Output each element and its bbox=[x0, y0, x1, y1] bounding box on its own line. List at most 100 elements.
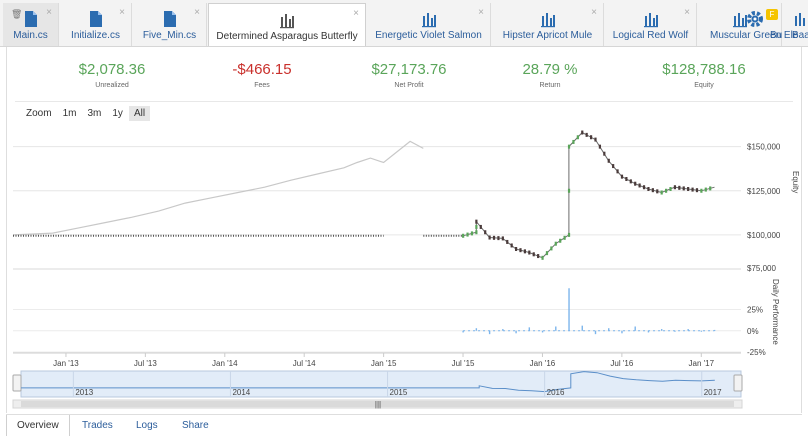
performance-bar bbox=[700, 330, 703, 332]
navigator-label: 2016 bbox=[547, 388, 565, 397]
stat-label: Net Profit bbox=[394, 82, 424, 89]
tab-logical-red-wolf[interactable]: Logical Red Wolf × bbox=[605, 3, 697, 46]
tab-logs[interactable]: Logs bbox=[136, 420, 158, 431]
performance-bar bbox=[621, 330, 623, 334]
zoom-label: Zoom bbox=[26, 108, 52, 119]
candle bbox=[537, 254, 540, 259]
close-icon[interactable]: × bbox=[353, 8, 359, 19]
x-tick-label: Jan '14 bbox=[212, 359, 238, 368]
bottom-tab-bar: Overview Trades Logs Share bbox=[6, 414, 802, 436]
y-tick-label: $75,000 bbox=[747, 264, 776, 273]
performance-bar bbox=[568, 288, 570, 331]
performance-bar bbox=[647, 330, 650, 333]
candle bbox=[664, 188, 668, 193]
close-icon[interactable]: × bbox=[194, 7, 200, 18]
candle bbox=[462, 233, 465, 238]
performance-bar bbox=[462, 330, 464, 333]
chart-grid bbox=[13, 146, 741, 353]
stat-value: $128,788.16 bbox=[662, 61, 746, 78]
candle bbox=[691, 187, 694, 192]
tab-baa[interactable]: Baa bbox=[790, 3, 808, 46]
navigator-handle-left bbox=[12, 374, 22, 392]
candle bbox=[576, 135, 579, 140]
navigator-label: 2014 bbox=[232, 388, 250, 397]
tab-five-min-cs[interactable]: Five_Min.cs × bbox=[133, 3, 207, 46]
y-tick-label: -25% bbox=[747, 348, 766, 357]
zoom-3m-button[interactable]: 3m bbox=[87, 108, 102, 119]
candle bbox=[638, 183, 641, 188]
candle bbox=[603, 151, 606, 156]
candle bbox=[554, 241, 557, 246]
stat-net-profit: $27,173.76 Net Profit bbox=[344, 61, 474, 89]
close-icon[interactable]: × bbox=[46, 7, 52, 18]
candle bbox=[687, 187, 690, 191]
tab-muscular-green-ele[interactable]: Muscular Green Ele bbox=[698, 3, 799, 46]
navigator-label: 2013 bbox=[75, 388, 93, 397]
notification-badge: F bbox=[766, 9, 778, 20]
scrollbar-grip: ||| bbox=[375, 400, 381, 409]
daily-performance-layer bbox=[462, 288, 716, 335]
candle bbox=[660, 190, 663, 195]
benchmark-line bbox=[12, 140, 424, 236]
candle bbox=[647, 187, 650, 191]
tab-bu[interactable]: Bu bbox=[770, 3, 790, 46]
navigator-handle-right bbox=[733, 374, 743, 392]
backtest-overview-panel: $2,078.36 Unrealized -$466.15 Fees $27,1… bbox=[6, 47, 802, 413]
tab-label: Initialize.cs bbox=[71, 30, 120, 41]
tab-determined-asparagus-butterfly[interactable]: Determined Asparagus Butterfly × bbox=[208, 3, 366, 46]
tab-energetic-violet-salmon[interactable]: Energetic Violet Salmon × bbox=[367, 3, 491, 46]
candle bbox=[616, 169, 619, 174]
tab-label: Muscular Green Ele bbox=[710, 30, 799, 41]
x-tick-label: Jan '13 bbox=[53, 359, 79, 368]
tab-initialize-cs[interactable]: Initialize.cs × bbox=[60, 3, 132, 46]
tab-hipster-apricot-mule[interactable]: Hipster Apricot Mule × bbox=[492, 3, 604, 46]
candle bbox=[475, 224, 478, 229]
gear-icon[interactable] bbox=[744, 8, 766, 30]
tab-main-cs[interactable]: 🗑 Main.cs × bbox=[3, 3, 59, 46]
tab-bar: 🗑 Main.cs × Initialize.cs × Five_Min.cs … bbox=[0, 0, 808, 47]
x-tick-label: Jul '15 bbox=[452, 359, 475, 368]
stat-value: $27,173.76 bbox=[371, 61, 447, 78]
stat-label: Return bbox=[539, 82, 561, 89]
x-tick-label: Jan '15 bbox=[371, 359, 397, 368]
navigator-label: 2017 bbox=[704, 388, 722, 397]
performance-bar bbox=[555, 326, 557, 331]
performance-bar bbox=[528, 327, 531, 331]
y-tick-label: 25% bbox=[747, 306, 763, 315]
stat-label: Equity bbox=[694, 82, 714, 89]
bar-chart-icon bbox=[540, 13, 555, 28]
x-tick-label: Jul '13 bbox=[134, 359, 157, 368]
close-icon[interactable]: × bbox=[684, 7, 690, 18]
file-icon bbox=[24, 11, 37, 27]
candle bbox=[532, 252, 535, 257]
tab-share[interactable]: Share bbox=[182, 420, 209, 431]
stat-value: 28.79 % bbox=[522, 61, 578, 78]
tab-trades[interactable]: Trades bbox=[82, 420, 113, 431]
tab-overview[interactable]: Overview bbox=[6, 415, 70, 436]
zoom-all-button[interactable]: All bbox=[128, 106, 151, 121]
close-icon[interactable]: × bbox=[119, 7, 125, 18]
candle bbox=[642, 185, 646, 190]
zoom-1y-button[interactable]: 1y bbox=[112, 108, 123, 119]
navigator-label: 2015 bbox=[390, 388, 408, 397]
close-icon[interactable]: × bbox=[591, 7, 597, 18]
candle bbox=[567, 188, 571, 193]
candle bbox=[651, 188, 654, 193]
trash-icon[interactable]: 🗑 bbox=[11, 9, 23, 19]
candle bbox=[528, 250, 531, 255]
zoom-1m-button[interactable]: 1m bbox=[62, 108, 77, 119]
candle bbox=[678, 185, 681, 190]
candle bbox=[559, 238, 562, 243]
performance-bar bbox=[594, 330, 597, 335]
candle bbox=[501, 236, 504, 241]
candle bbox=[488, 235, 491, 240]
candle bbox=[581, 130, 584, 135]
candle bbox=[519, 248, 522, 253]
close-icon[interactable]: × bbox=[478, 7, 484, 18]
candle bbox=[497, 236, 500, 241]
candle bbox=[695, 188, 699, 193]
candle bbox=[567, 144, 571, 149]
candle bbox=[612, 164, 615, 169]
navigator-line bbox=[21, 371, 715, 393]
performance-bar bbox=[713, 329, 716, 331]
